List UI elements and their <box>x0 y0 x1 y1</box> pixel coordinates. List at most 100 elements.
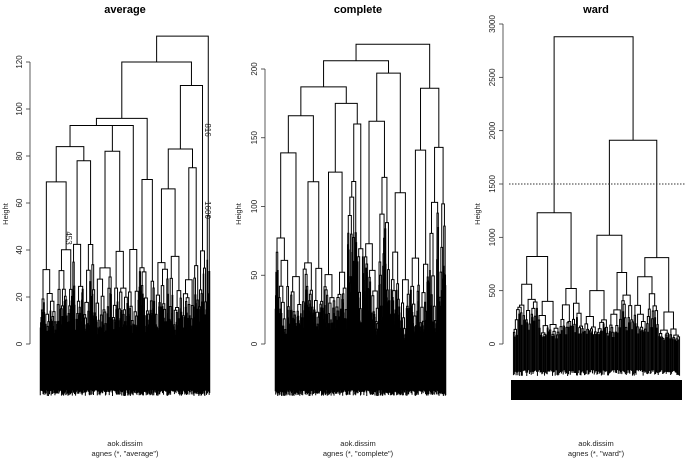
merge-link <box>160 188 176 263</box>
merge-link <box>380 305 383 321</box>
merge-link <box>401 302 405 321</box>
merge-link <box>156 35 209 217</box>
merge-link <box>56 321 59 394</box>
x-axis-label: aok.dissim <box>340 439 375 448</box>
merge-link <box>320 307 323 391</box>
merge-link <box>163 321 166 391</box>
merge-link <box>190 328 193 395</box>
merge-link <box>76 312 79 326</box>
merge-link <box>354 232 357 395</box>
merge-link <box>639 326 644 331</box>
y-axis-label: Height <box>473 202 482 225</box>
merge-link <box>347 214 352 235</box>
merge-link <box>604 326 608 334</box>
merge-link <box>190 318 193 391</box>
merge-link <box>540 334 543 375</box>
merge-link <box>663 339 665 374</box>
merge-link <box>358 248 364 257</box>
merge-link <box>123 324 125 396</box>
merge-link <box>526 256 549 302</box>
merge-link <box>520 324 523 376</box>
merge-link <box>578 327 582 334</box>
merge-link <box>424 301 427 392</box>
merge-link <box>193 316 196 396</box>
merge-link <box>528 323 531 373</box>
merge-link <box>187 317 190 391</box>
y-tick-label: 1000 <box>488 228 497 246</box>
y-tick-label: 100 <box>250 199 259 213</box>
merge-link <box>152 308 154 396</box>
merge-link <box>388 300 391 393</box>
merge-link <box>85 324 88 391</box>
merge-link <box>95 117 148 180</box>
merge-link <box>68 305 71 314</box>
merge-link <box>519 304 525 316</box>
merge-link <box>92 318 95 396</box>
merge-link <box>84 331 87 396</box>
merge-link <box>43 311 46 395</box>
merge-link <box>371 295 375 313</box>
merge-link <box>594 331 597 372</box>
merge-link <box>63 295 67 302</box>
merge-link <box>87 323 89 392</box>
merge-link <box>61 288 66 306</box>
merge-link <box>139 291 142 396</box>
merge-link <box>46 330 49 394</box>
x-axis-label: aok.dissim <box>578 439 613 448</box>
merge-link <box>188 321 191 395</box>
merge-link <box>137 299 140 393</box>
merge-link <box>180 316 183 396</box>
x-axis-label: aok.dissim <box>107 439 142 448</box>
merge-link <box>41 311 44 395</box>
merge-link <box>323 60 390 87</box>
merge-link <box>134 324 137 394</box>
merge-link <box>59 308 61 392</box>
merge-link <box>664 334 668 372</box>
merge-link <box>390 279 395 291</box>
merge-link <box>553 327 559 333</box>
merge-link <box>413 315 417 327</box>
merge-link <box>52 325 55 394</box>
merge-link <box>196 316 199 395</box>
merge-link <box>336 297 340 317</box>
merge-link <box>342 293 345 313</box>
merge-link <box>604 327 607 373</box>
y-axis-label: Height <box>1 202 10 225</box>
merge-link <box>360 322 363 329</box>
merge-link <box>95 302 100 321</box>
merge-link <box>198 306 201 396</box>
merge-link <box>114 321 116 392</box>
merge-link <box>179 308 181 396</box>
merge-link <box>634 323 637 375</box>
merge-link <box>85 328 87 392</box>
merge-link <box>192 306 195 394</box>
merge-link <box>280 259 289 287</box>
merge-link <box>182 330 185 391</box>
merge-link <box>64 317 67 396</box>
merge-link <box>72 290 75 394</box>
merge-link <box>115 250 124 289</box>
merge-link <box>313 309 316 324</box>
x-axis-sub: agnes (*, "complete") <box>323 449 394 458</box>
merge-link <box>160 320 163 392</box>
y-tick-label: 100 <box>15 102 24 116</box>
merge-link <box>113 329 115 391</box>
merge-link <box>164 321 167 392</box>
merge-link <box>122 313 125 328</box>
merge-link <box>631 329 633 376</box>
merge-link <box>296 310 299 318</box>
y-tick-label: 2000 <box>488 121 497 139</box>
merge-link <box>651 310 655 371</box>
y-tick-label: 20 <box>15 292 24 301</box>
merge-link <box>607 335 609 376</box>
chart-title: ward <box>582 4 609 16</box>
merge-link <box>172 326 175 392</box>
y-tick-label: 1500 <box>488 175 497 193</box>
merge-link <box>606 332 609 372</box>
merge-link <box>44 326 47 395</box>
merge-link <box>382 265 384 396</box>
merge-link <box>549 324 557 330</box>
merge-link <box>579 333 582 376</box>
merge-link <box>533 315 537 371</box>
merge-link <box>397 298 400 320</box>
